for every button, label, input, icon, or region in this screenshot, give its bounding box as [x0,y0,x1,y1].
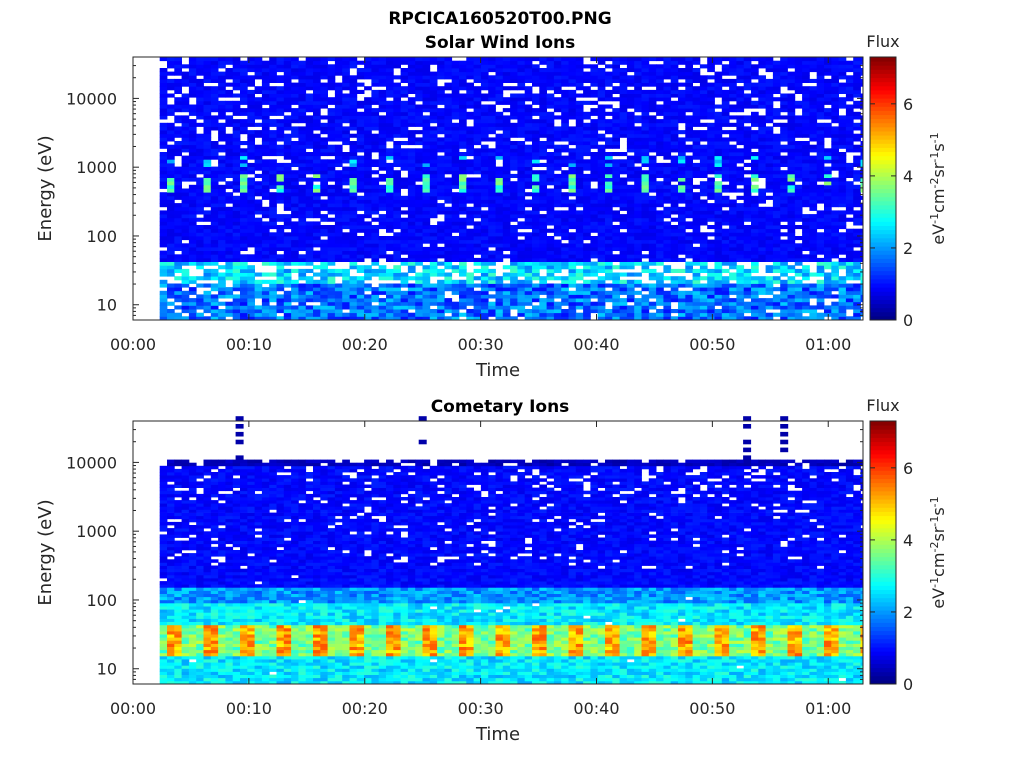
y-axis: 10 100 1000 10000 [66,56,863,321]
flux-spike [743,447,752,453]
colorbar-title: Flux [866,396,899,415]
colorbar-tick-label: 0 [903,675,913,694]
spectrogram-cells [159,416,864,685]
colorbar-unit-label: eV-1cm-2sr-1s-1 [928,132,949,244]
x-tick-label: 00:30 [458,335,504,354]
flux-spike [235,416,244,421]
colorbar-tick-label: 2 [903,603,913,622]
flux-spike [780,416,789,421]
colorbar-tick-label: 6 [903,459,913,478]
x-tick-label: 00:40 [573,335,619,354]
y-tick-label: 1000 [76,158,117,177]
colorbar-tick-label: 2 [903,239,913,258]
flux-spike [235,455,244,460]
flux-spike [418,416,427,421]
flux-spike [780,447,789,453]
x-tick-label: 00:50 [689,335,735,354]
colorbar-unit-label: eV-1cm-2sr-1s-1 [928,496,949,608]
plot-area [132,420,864,685]
x-tick-label: 00:20 [342,335,388,354]
x-tick-label: 00:10 [226,335,272,354]
flux-spike [743,455,752,460]
y-tick-label: 10 [97,660,117,679]
colorbar-tick-label: 6 [903,95,913,114]
x-tick-label: 00:20 [342,699,388,718]
flux-spike [235,439,244,445]
colorbar-tick-label: 0 [903,311,913,330]
colorbar-title: Flux [866,32,899,51]
y-tick-label: 10 [97,296,117,315]
x-tick-label: 01:00 [805,335,851,354]
panel-title: Solar Wind Ions [425,33,576,53]
flux-spike [743,416,752,421]
y-axis: 10 100 1000 10000 [66,420,863,685]
y-tick-label: 10000 [66,89,117,108]
flux-spike [235,431,244,437]
x-axis-label: Time [475,724,520,745]
x-tick-label: 00:00 [110,335,156,354]
flux-spike [780,424,789,429]
x-tick-label: 01:00 [805,699,851,718]
x-tick-label: 00:10 [226,699,272,718]
colorbar: 0 2 4 6 Flux eV-1cm-2sr-1s-1 [866,32,948,330]
flux-spike [743,424,752,429]
flux-spike [418,439,427,445]
colorbar-tick-label: 4 [903,167,913,186]
x-tick-label: 00:30 [458,699,504,718]
x-axis: 00:00 00:10 00:20 00:30 00:40 00:50 01:00 [110,421,851,718]
colorbar: 0 2 4 6 Flux eV-1cm-2sr-1s-1 [866,396,948,694]
flux-spike [743,439,752,445]
x-tick-label: 00:50 [689,699,735,718]
colorbar-tick-label: 4 [903,531,913,550]
x-axis: 00:00 00:10 00:20 00:30 00:40 00:50 01:00 [110,57,851,354]
figure-title: RPCICA160520T00.PNG [388,9,611,29]
y-axis-label: Energy (eV) [35,135,56,241]
y-tick-label: 100 [86,591,117,610]
x-axis-label: Time [475,360,520,381]
flux-spike [235,424,244,429]
y-axis-label: Energy (eV) [35,499,56,605]
panel-title: Cometary Ions [431,397,570,417]
y-tick-label: 100 [86,227,117,246]
spectrogram-cells [159,57,864,321]
y-tick-label: 1000 [76,522,117,541]
flux-spike [780,439,789,445]
plot-area [132,56,864,321]
flux-spike [780,431,789,437]
x-tick-label: 00:40 [573,699,619,718]
x-tick-label: 00:00 [110,699,156,718]
y-tick-label: 10000 [66,453,117,472]
